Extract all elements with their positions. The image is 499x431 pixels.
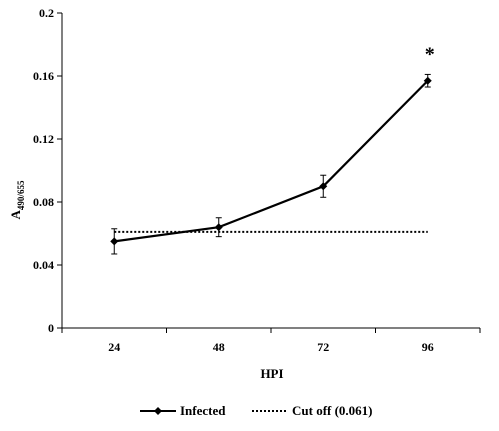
y-tick-labels: 0 0.04 0.08 0.12 0.16 0.2 (33, 6, 54, 335)
data-point (110, 237, 119, 246)
legend-infected-label: Infected (180, 403, 226, 418)
x-tick-label: 24 (108, 340, 120, 354)
legend-cutoff-label: Cut off (0.061) (292, 403, 373, 418)
y-axis-title-sub: 490/655 (16, 180, 26, 210)
significance-annotation: * (425, 43, 435, 65)
data-point (319, 182, 328, 191)
y-tick-label: 0.12 (33, 132, 54, 146)
y-tick-label: 0.16 (33, 69, 54, 83)
y-tick-label: 0.2 (39, 6, 54, 20)
y-tick-label: 0 (48, 321, 54, 335)
x-tick-label: 72 (317, 340, 329, 354)
y-tick-label: 0.04 (33, 258, 54, 272)
data-point (423, 76, 432, 85)
x-tick-label: 96 (422, 340, 434, 354)
y-axis-title: A490/655 (8, 180, 26, 219)
legend-infected-marker (154, 407, 162, 415)
x-axis-title: HPI (260, 366, 283, 381)
x-tick-labels: 24 48 72 96 (108, 340, 434, 354)
y-axis-title-main: A (8, 209, 23, 219)
legend: Infected Cut off (0.061) (140, 403, 373, 418)
data-point (214, 223, 223, 232)
x-tick-label: 48 (213, 340, 225, 354)
infected-series (110, 73, 432, 255)
axes (57, 12, 481, 333)
infected-line (114, 79, 429, 243)
y-tick-label: 0.08 (33, 195, 54, 209)
